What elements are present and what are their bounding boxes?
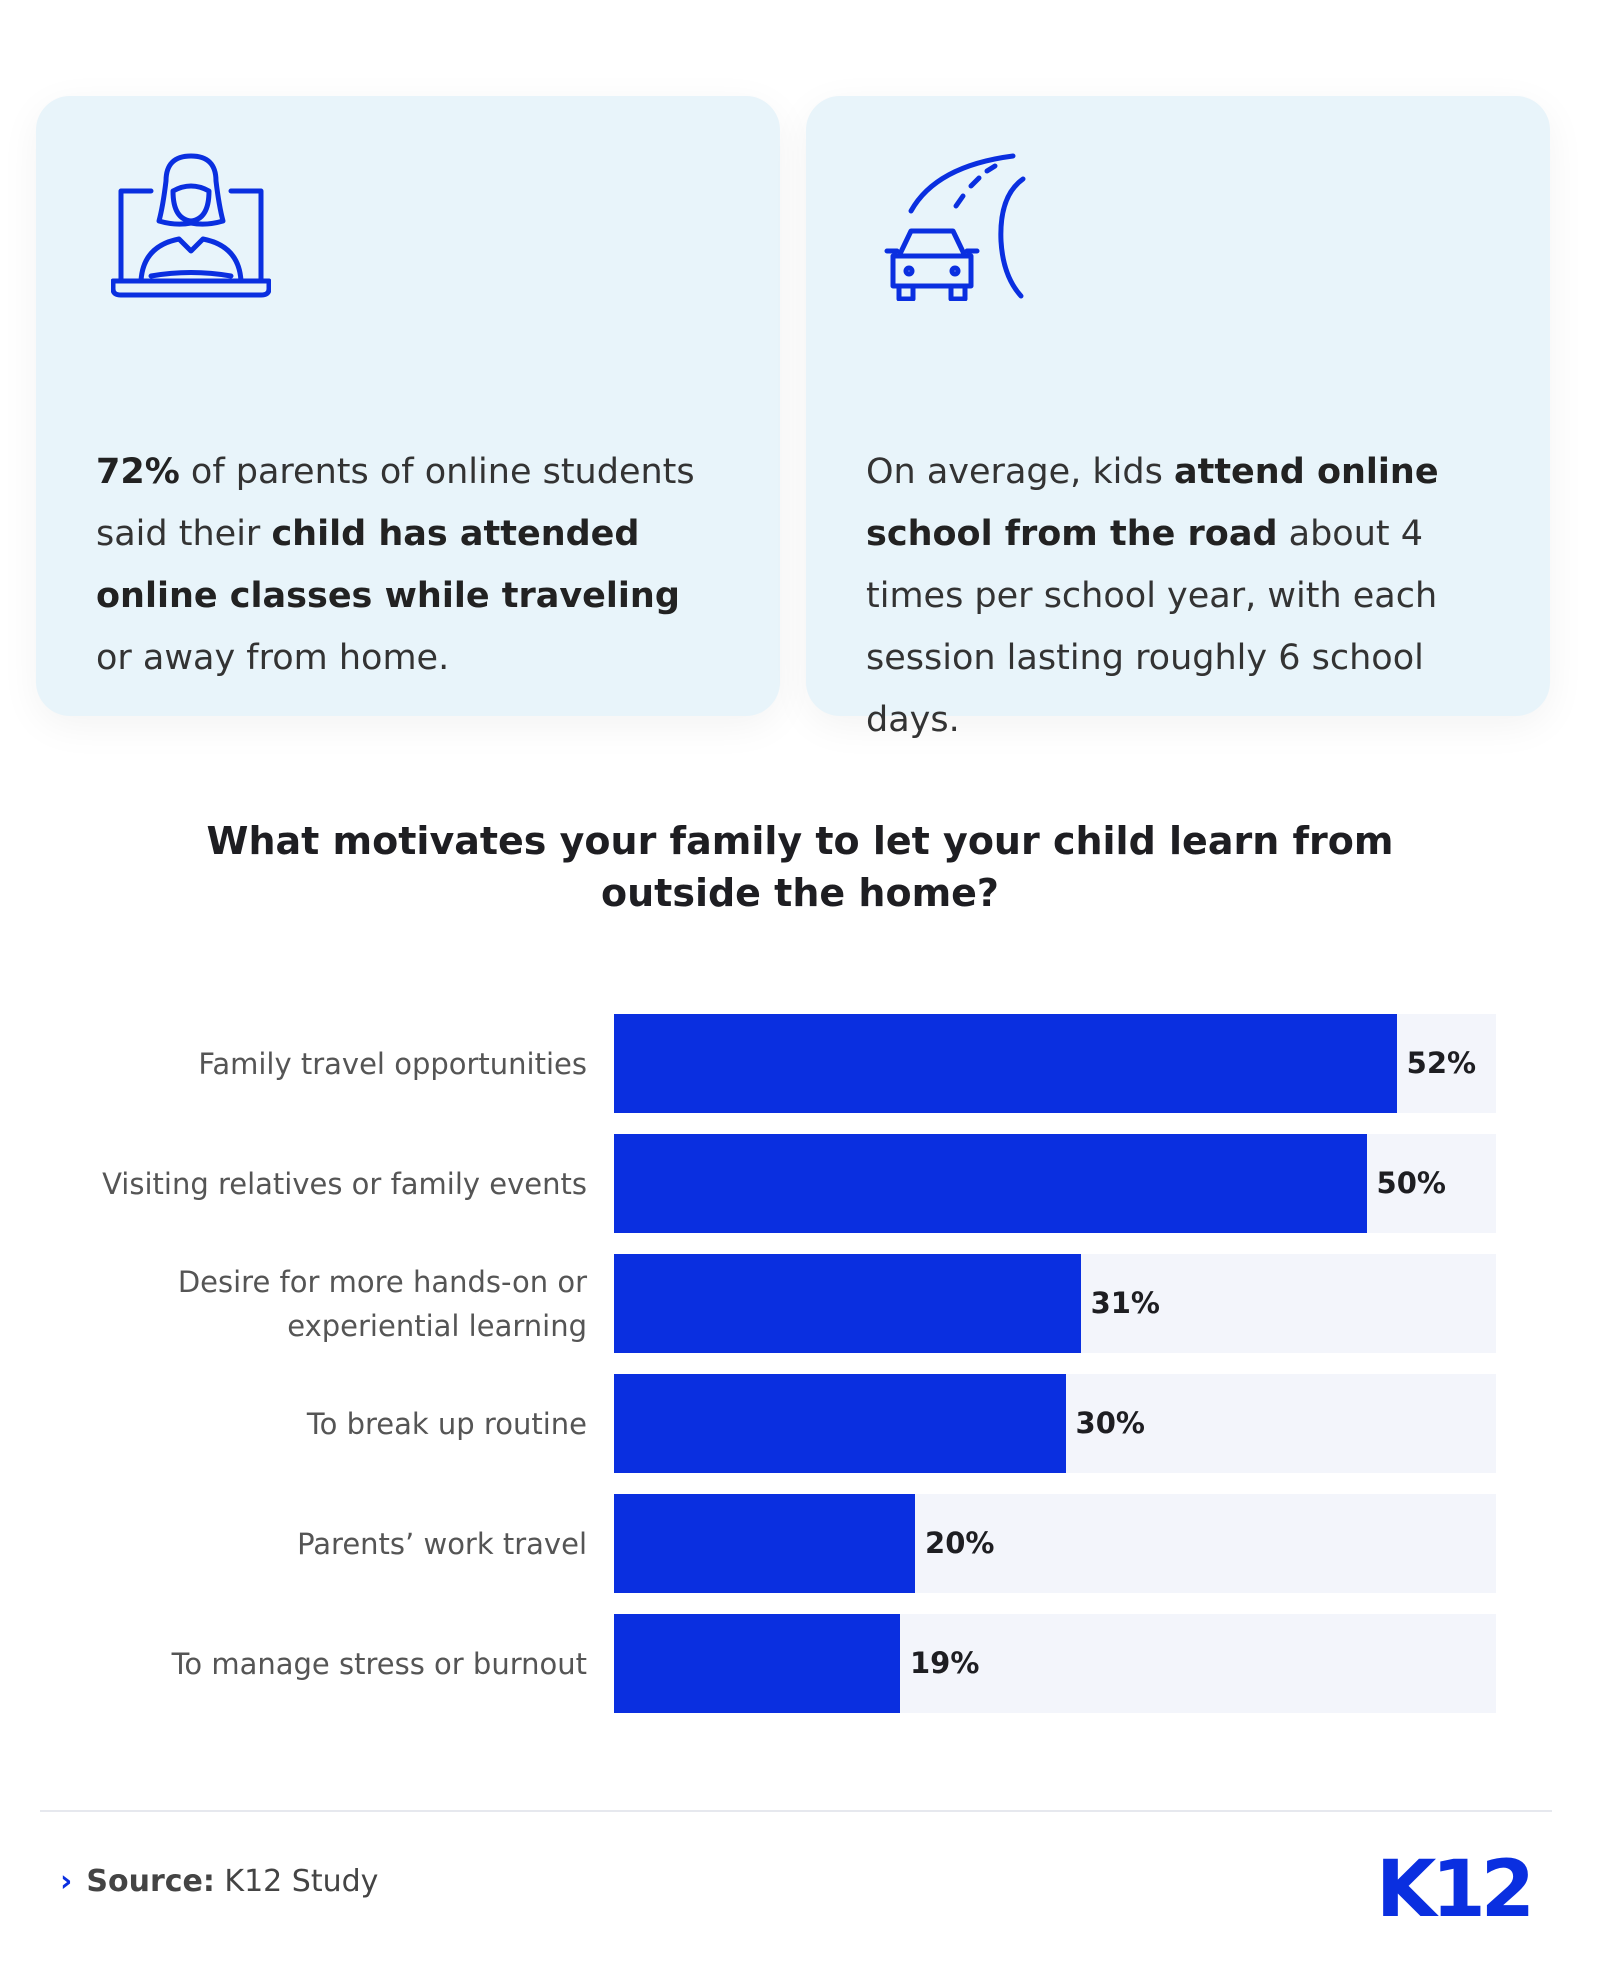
source: › Source: K12 Study xyxy=(60,1864,378,1899)
value-label: 50% xyxy=(1376,1166,1446,1200)
stat-text-part: of parents of online students said their xyxy=(96,452,695,554)
stat-bold: 72% xyxy=(96,452,180,492)
bar xyxy=(614,1014,1397,1113)
bar xyxy=(614,1494,916,1593)
laptop-person-icon xyxy=(111,153,271,298)
stat-text-part: about 4 times per school year, with each… xyxy=(866,514,1438,740)
stat-bold: attend online school from the road xyxy=(866,452,1439,554)
chevron: › xyxy=(60,1864,73,1899)
source-text: K12 Study xyxy=(224,1864,379,1899)
stat-card: On average, kids attend online school fr… xyxy=(806,96,1550,740)
stat-text: On average, kids attend online school fr… xyxy=(866,441,1486,751)
category-label: To break up routine xyxy=(306,1406,587,1441)
bar xyxy=(614,1134,1367,1233)
value-label: 20% xyxy=(925,1526,995,1560)
bar xyxy=(614,1614,900,1713)
stat-bold: child has attended online classes while … xyxy=(96,514,680,616)
source-label: Source: xyxy=(86,1864,215,1899)
category-label: Family travel opportunities xyxy=(198,1046,587,1081)
chart-title: What motivates your family to let your c… xyxy=(206,819,1394,915)
logo: K12 xyxy=(1376,1845,1535,1935)
stat-text: 72% of parents of online students said t… xyxy=(96,441,716,689)
value-label: 19% xyxy=(909,1646,980,1680)
car-road-icon xyxy=(884,153,1026,301)
category-label: Desire for more hands-on or experiential… xyxy=(177,1264,587,1343)
divider xyxy=(40,1810,1552,1812)
stat-text-part: or away from home. xyxy=(96,638,450,678)
bar xyxy=(614,1254,1081,1353)
bar xyxy=(614,1374,1066,1473)
stat-text-part: On average, kids xyxy=(866,452,1174,492)
category-label: Parents’ work travel xyxy=(297,1526,587,1561)
stat-card: 72% of parents of online students said t… xyxy=(36,96,780,716)
value-label: 31% xyxy=(1090,1286,1160,1320)
category-label: To manage stress or burnout xyxy=(171,1646,587,1681)
category-label: Visiting relatives or family events xyxy=(102,1166,587,1201)
value-label: 52% xyxy=(1406,1046,1477,1080)
value-label: 30% xyxy=(1075,1406,1145,1440)
